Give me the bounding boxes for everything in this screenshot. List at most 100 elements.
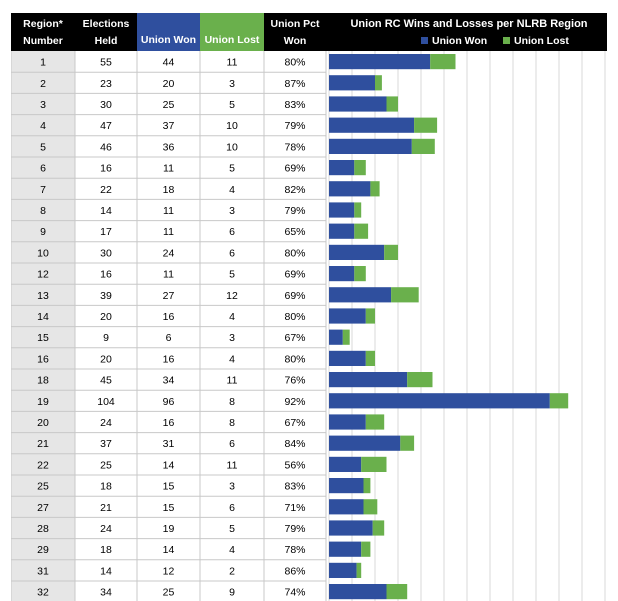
cell-r16-c3: 8 <box>229 396 235 408</box>
cell-r7-c1: 14 <box>100 205 112 217</box>
cell-r18-c3: 6 <box>229 438 235 450</box>
cell-r17-c3: 8 <box>229 417 235 429</box>
cell-r4-c4: 78% <box>284 141 305 153</box>
header-background <box>11 13 607 51</box>
cell-r8-c1: 17 <box>100 226 112 238</box>
cell-r11-c2: 27 <box>163 290 175 302</box>
bar-lost-region-16 <box>365 350 375 366</box>
bar-won-region-6 <box>329 160 355 176</box>
legend-won-label: Union Won <box>432 35 487 47</box>
cell-r16-c2: 96 <box>163 396 175 408</box>
bar-lost-region-29 <box>361 541 371 557</box>
bar-lost-region-6 <box>354 160 366 176</box>
cell-r13-c1: 9 <box>103 332 109 344</box>
cell-r14-c0: 16 <box>37 353 49 365</box>
header-1-line2: Held <box>95 35 118 47</box>
cell-r15-c1: 45 <box>100 375 112 387</box>
header-0-line1: Region* <box>23 18 64 30</box>
bar-won-region-32 <box>329 584 387 600</box>
cell-r14-c2: 16 <box>163 353 175 365</box>
cell-r6-c2: 18 <box>163 184 175 196</box>
cell-r8-c4: 65% <box>284 226 305 238</box>
cell-r6-c0: 7 <box>40 184 46 196</box>
bar-won-region-1 <box>329 54 431 70</box>
bar-won-region-8 <box>329 202 355 218</box>
cell-r0-c1: 55 <box>100 57 112 69</box>
bar-lost-region-14 <box>365 308 375 324</box>
bar-lost-region-28 <box>372 520 385 536</box>
cell-r22-c3: 5 <box>229 523 235 535</box>
cell-r15-c4: 76% <box>284 375 305 387</box>
cell-r25-c4: 74% <box>284 587 305 599</box>
cell-r25-c2: 25 <box>163 587 175 599</box>
cell-r20-c2: 15 <box>163 481 175 493</box>
bar-lost-region-3 <box>386 96 398 112</box>
cell-r11-c1: 39 <box>100 290 112 302</box>
cell-r12-c4: 80% <box>284 311 305 323</box>
bar-lost-region-2 <box>375 75 382 91</box>
cell-r10-c3: 5 <box>229 269 235 281</box>
cell-r1-c1: 23 <box>100 78 112 90</box>
cell-r7-c2: 11 <box>163 205 174 217</box>
cell-r21-c0: 27 <box>37 502 49 514</box>
header-2-line1: Union Won <box>141 34 196 46</box>
bar-won-region-12 <box>329 266 355 282</box>
bar-won-region-15 <box>329 329 343 345</box>
bar-won-region-22 <box>329 456 362 472</box>
cell-r11-c0: 13 <box>37 290 49 302</box>
cell-r0-c4: 80% <box>284 57 305 69</box>
cell-r15-c3: 11 <box>227 375 238 387</box>
bar-won-region-10 <box>329 244 385 260</box>
cell-r3-c0: 4 <box>40 120 46 132</box>
cell-r9-c0: 10 <box>37 247 49 259</box>
cell-r6-c4: 82% <box>284 184 305 196</box>
cell-r21-c1: 21 <box>100 502 112 514</box>
cell-r8-c3: 6 <box>229 226 235 238</box>
cell-r1-c2: 20 <box>163 78 175 90</box>
legend-lost-label: Union Lost <box>514 35 569 47</box>
legend-lost-swatch <box>503 37 510 44</box>
bar-won-region-9 <box>329 223 355 239</box>
cell-r10-c4: 69% <box>284 269 305 281</box>
bar-lost-region-32 <box>386 584 408 600</box>
bar-won-region-2 <box>329 75 375 91</box>
cell-r15-c0: 18 <box>37 375 49 387</box>
bar-won-region-27 <box>329 499 364 515</box>
cell-r20-c3: 3 <box>229 481 235 493</box>
cell-r24-c3: 2 <box>229 565 235 577</box>
cell-r2-c1: 30 <box>100 99 112 111</box>
cell-r13-c4: 67% <box>284 332 305 344</box>
cell-r5-c0: 6 <box>40 163 46 175</box>
cell-r25-c1: 34 <box>100 587 112 599</box>
cell-r19-c2: 14 <box>163 459 175 471</box>
cell-r7-c4: 79% <box>284 205 305 217</box>
bar-won-region-28 <box>329 520 373 536</box>
cell-r13-c0: 15 <box>37 332 49 344</box>
cell-r18-c1: 37 <box>100 438 112 450</box>
header-1-line1: Elections <box>83 18 130 30</box>
cell-r23-c3: 4 <box>229 544 235 556</box>
union-won-header-bg <box>137 13 200 51</box>
cell-r24-c0: 31 <box>37 565 49 577</box>
bar-won-region-14 <box>329 308 366 324</box>
cell-r16-c0: 19 <box>37 396 49 408</box>
cell-r23-c4: 78% <box>284 544 305 556</box>
cell-r8-c0: 9 <box>40 226 46 238</box>
cell-r17-c1: 24 <box>100 417 112 429</box>
bar-won-region-18 <box>329 372 408 388</box>
cell-r14-c1: 20 <box>100 353 112 365</box>
bar-won-region-3 <box>329 96 387 112</box>
cell-r23-c1: 18 <box>100 544 112 556</box>
cell-r24-c1: 14 <box>100 565 112 577</box>
bar-lost-region-5 <box>411 138 435 154</box>
cell-r6-c3: 4 <box>229 184 235 196</box>
cell-r5-c3: 5 <box>229 163 235 175</box>
header-4-line2: Won <box>284 35 307 47</box>
bar-lost-region-20 <box>365 414 385 430</box>
bar-lost-region-12 <box>354 266 366 282</box>
bar-lost-region-25 <box>363 478 371 494</box>
bar-won-region-21 <box>329 435 401 451</box>
bar-lost-region-8 <box>354 202 362 218</box>
bar-lost-region-9 <box>354 223 369 239</box>
cell-r5-c1: 16 <box>100 163 112 175</box>
